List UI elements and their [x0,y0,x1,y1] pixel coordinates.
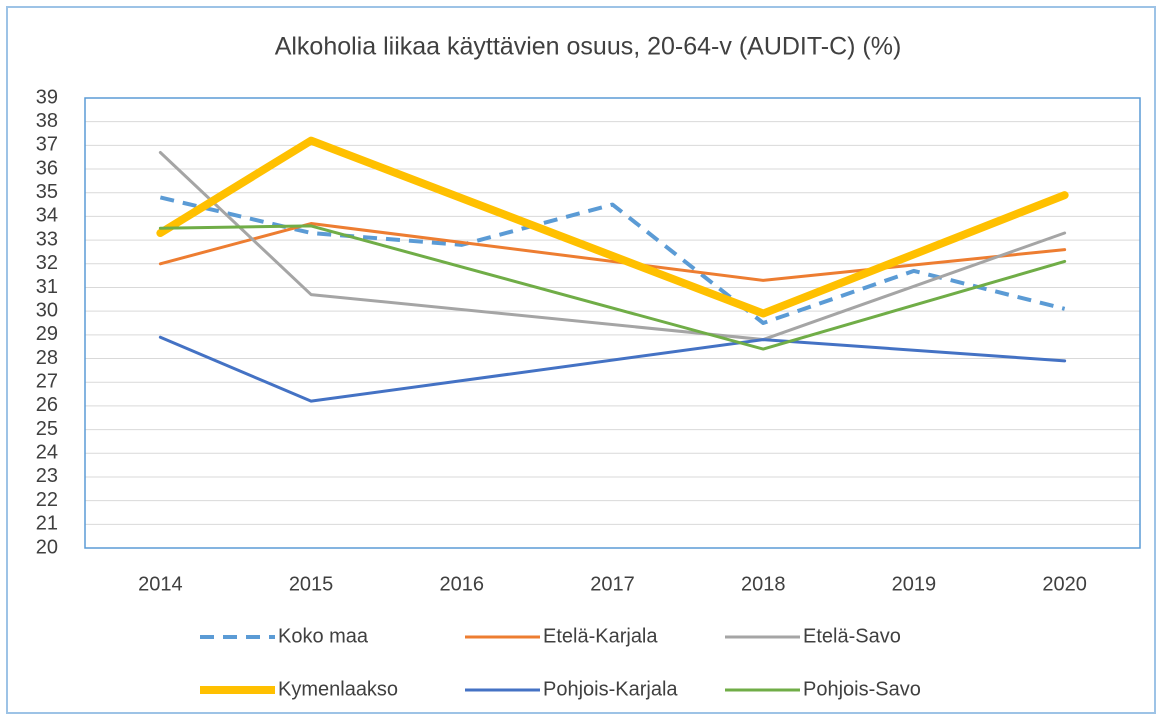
legend-label: Pohjois-Savo [803,678,921,700]
y-tick-label: 26 [36,394,58,416]
legend-label: Koko maa [278,625,369,647]
y-tick-label: 24 [36,442,58,464]
y-tick-label: 37 [36,134,58,156]
y-tick-label: 25 [36,418,58,440]
x-tick-label: 2020 [1042,573,1087,595]
y-tick-label: 27 [36,370,58,392]
series-line [156,136,1069,318]
y-tick-label: 33 [36,228,58,250]
x-tick-label: 2018 [741,573,786,595]
y-tick-label: 22 [36,489,58,511]
y-tick-label: 30 [36,299,58,321]
x-tick-label: 2019 [892,573,937,595]
x-tick-label: 2015 [289,573,334,595]
legend-label: Etelä-Savo [803,625,901,647]
y-tick-label: 32 [36,252,58,274]
y-tick-label: 28 [36,347,58,369]
y-tick-label: 34 [36,205,58,227]
y-tick-label: 29 [36,323,58,345]
y-tick-label: 36 [36,157,58,179]
y-tick-label: 38 [36,110,58,132]
y-tick-label: 31 [36,276,58,298]
x-tick-label: 2017 [590,573,635,595]
legend-label: Etelä-Karjala [543,625,658,647]
series-line [158,150,1067,342]
plot-frame [84,97,1141,549]
series-line [159,195,1066,325]
chart-frame [6,6,1156,714]
series-line [158,224,1067,351]
y-tick-label: 39 [36,86,58,108]
y-tick-label: 21 [36,513,58,535]
y-tick-label: 20 [36,536,58,558]
y-tick-label: 35 [36,181,58,203]
y-tick-label: 23 [36,465,58,487]
legend-label: Pohjois-Karjala [543,678,678,700]
x-tick-label: 2016 [440,573,485,595]
x-tick-label: 2014 [138,573,183,595]
series-line [158,222,1067,282]
series-line [158,335,1067,403]
legend-label: Kymenlaakso [278,678,398,700]
chart-title: Alkoholia liikaa käyttävien osuus, 20-64… [275,33,902,61]
